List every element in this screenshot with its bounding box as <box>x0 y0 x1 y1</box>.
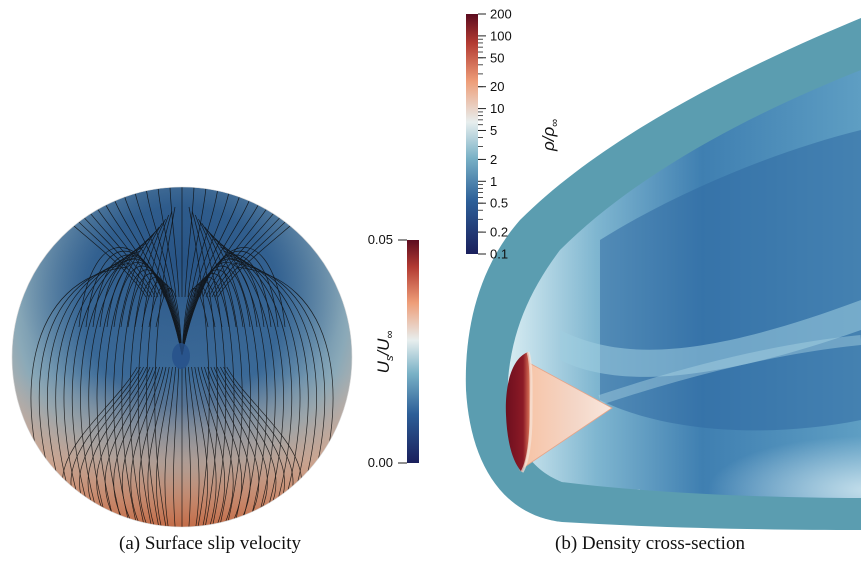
streamline <box>200 366 234 527</box>
streamline <box>121 222 163 527</box>
colorbar-b-tick-label: 50 <box>490 50 504 65</box>
streamline <box>164 366 176 527</box>
colorbar-a-tick: 0.00 <box>368 455 393 470</box>
streamline <box>198 218 235 527</box>
streamline <box>181 262 258 356</box>
slip-streamlines <box>30 187 334 527</box>
colorbar-b-tick-label: 5 <box>490 123 497 138</box>
streamline <box>154 206 176 527</box>
streamline <box>204 366 243 527</box>
streamline <box>188 206 210 527</box>
streamline <box>156 366 173 527</box>
streamline <box>210 366 260 527</box>
streamline <box>139 366 167 527</box>
streamline <box>223 250 301 527</box>
streamline <box>196 187 243 298</box>
streamline <box>157 187 177 298</box>
streamline <box>63 250 141 527</box>
streamline <box>214 238 276 527</box>
colorbar-b-tick-label: 100 <box>490 28 512 43</box>
streamline <box>88 238 150 527</box>
colorbar-a-tick: 0.05 <box>368 232 393 247</box>
streamline <box>104 230 157 527</box>
colorbar-b-title: ρ/ρ∞ <box>539 119 561 152</box>
panel-b-density-field <box>465 18 861 530</box>
streamline <box>184 366 191 527</box>
streamline <box>191 210 218 527</box>
streamline <box>147 366 170 527</box>
streamline <box>213 366 268 527</box>
streamline <box>146 210 173 527</box>
colorbar-b-tick-label: 20 <box>490 79 504 94</box>
streamline <box>194 366 217 527</box>
streamline <box>130 366 164 527</box>
streamline <box>145 187 174 298</box>
streamline <box>121 187 168 298</box>
streamline <box>187 187 207 298</box>
streamline <box>96 366 151 527</box>
colorbar-b-tick-label: 2 <box>490 152 497 167</box>
streamline <box>188 366 200 527</box>
streamline <box>181 269 244 356</box>
streamline <box>204 226 251 527</box>
streamline <box>80 242 147 527</box>
streamline <box>207 230 260 527</box>
streamline <box>191 366 208 527</box>
streamline <box>120 269 183 356</box>
streamline <box>190 187 219 298</box>
streamline <box>184 187 195 298</box>
streamline <box>193 187 231 298</box>
streamline <box>217 242 284 527</box>
colorbar-b-tick-label: 0.1 <box>490 247 508 262</box>
caption-panel-b: (b) Density cross-section <box>555 533 745 554</box>
colorbar-b-tick-label: 1 <box>490 174 497 189</box>
colorbar-b-tick-label: 200 <box>490 7 512 22</box>
streamline <box>173 366 180 527</box>
streamline <box>133 187 171 298</box>
streamline <box>106 262 183 356</box>
colorbar-b-tick-label: 10 <box>490 101 504 116</box>
colorbar-b: 200 100 50 20 10 5 2 1 0.5 0.2 0.1 ρ/ρ∞ <box>466 7 561 262</box>
streamline <box>197 366 225 527</box>
streamline <box>104 366 154 527</box>
caption-panel-a: (a) Surface slip velocity <box>119 533 302 554</box>
streamline <box>121 366 160 527</box>
streamline <box>169 187 180 298</box>
streamline <box>78 247 183 356</box>
colorbar-b-tick-label: 0.5 <box>490 196 508 211</box>
streamline <box>113 226 160 527</box>
streamline <box>129 218 166 527</box>
streamline <box>181 247 286 356</box>
colorbar-a-title: Us/U∞ <box>374 331 396 374</box>
colorbar-a: 0.05 0.00 Us/U∞ <box>368 232 419 470</box>
colorbar-b-tick-label: 0.2 <box>490 225 508 240</box>
panel-a-sphere <box>11 186 353 528</box>
streamline <box>201 222 243 527</box>
